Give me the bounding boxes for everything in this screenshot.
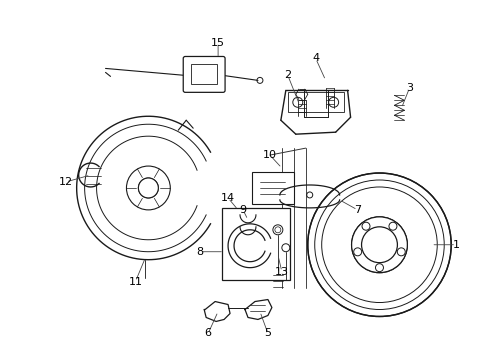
Text: 4: 4 xyxy=(311,54,319,63)
Text: 9: 9 xyxy=(239,205,246,215)
Circle shape xyxy=(375,264,383,272)
Text: 12: 12 xyxy=(59,177,73,187)
Text: 5: 5 xyxy=(264,328,271,338)
Circle shape xyxy=(353,248,361,256)
Bar xyxy=(191,64,217,84)
Circle shape xyxy=(361,227,397,263)
FancyBboxPatch shape xyxy=(183,57,224,92)
Text: 11: 11 xyxy=(128,276,142,287)
Bar xyxy=(287,92,343,112)
Bar xyxy=(251,172,293,204)
Circle shape xyxy=(351,217,407,273)
Circle shape xyxy=(138,178,158,198)
Text: 3: 3 xyxy=(405,84,412,93)
Text: 1: 1 xyxy=(452,240,459,250)
Text: 10: 10 xyxy=(263,150,276,160)
Text: 7: 7 xyxy=(353,205,360,215)
Text: 13: 13 xyxy=(274,267,288,276)
Circle shape xyxy=(361,222,369,230)
Text: 6: 6 xyxy=(204,328,211,338)
Circle shape xyxy=(396,248,405,256)
Text: 14: 14 xyxy=(221,193,235,203)
Text: 15: 15 xyxy=(211,37,224,48)
Text: 8: 8 xyxy=(196,247,203,257)
Circle shape xyxy=(307,173,450,316)
Text: 2: 2 xyxy=(284,71,291,80)
Circle shape xyxy=(388,222,396,230)
Bar xyxy=(222,208,289,280)
